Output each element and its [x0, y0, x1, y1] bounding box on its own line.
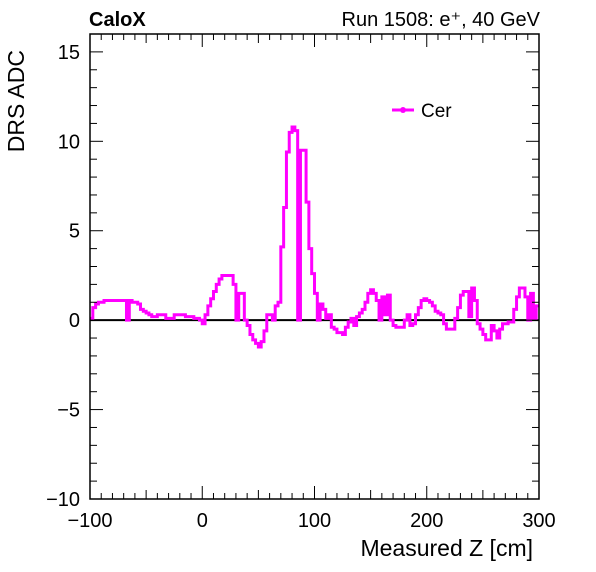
legend-label-cer: Cer [421, 101, 452, 122]
x-tick-label: −100 [67, 510, 112, 532]
x-tick-label: 0 [197, 510, 208, 532]
y-tick-label: 5 [69, 221, 80, 243]
legend: Cer [392, 101, 452, 122]
series-line-cer [90, 125, 539, 349]
x-axis-title: Measured Z [cm] [360, 535, 533, 561]
y-tick-label: −10 [46, 489, 80, 511]
plot-area [90, 125, 539, 349]
x-axis: −100 0 100 200 300 [67, 34, 556, 532]
x-tick-label: 200 [410, 510, 443, 532]
y-tick-label: −5 [57, 400, 80, 422]
y-tick-label: 10 [58, 131, 80, 153]
brand-label: CaloX [89, 9, 146, 31]
y-axis-title: DRS ADC [3, 50, 29, 152]
y-tick-label: 0 [69, 310, 80, 332]
x-tick-label: 100 [298, 510, 331, 532]
run-info-label: Run 1508: e⁺, 40 GeV [342, 9, 541, 31]
x-tick-label: 300 [522, 510, 555, 532]
y-axis: −10 −5 0 5 10 15 [46, 33, 539, 511]
legend-marker-cer [400, 107, 406, 113]
y-tick-label: 15 [58, 42, 80, 64]
